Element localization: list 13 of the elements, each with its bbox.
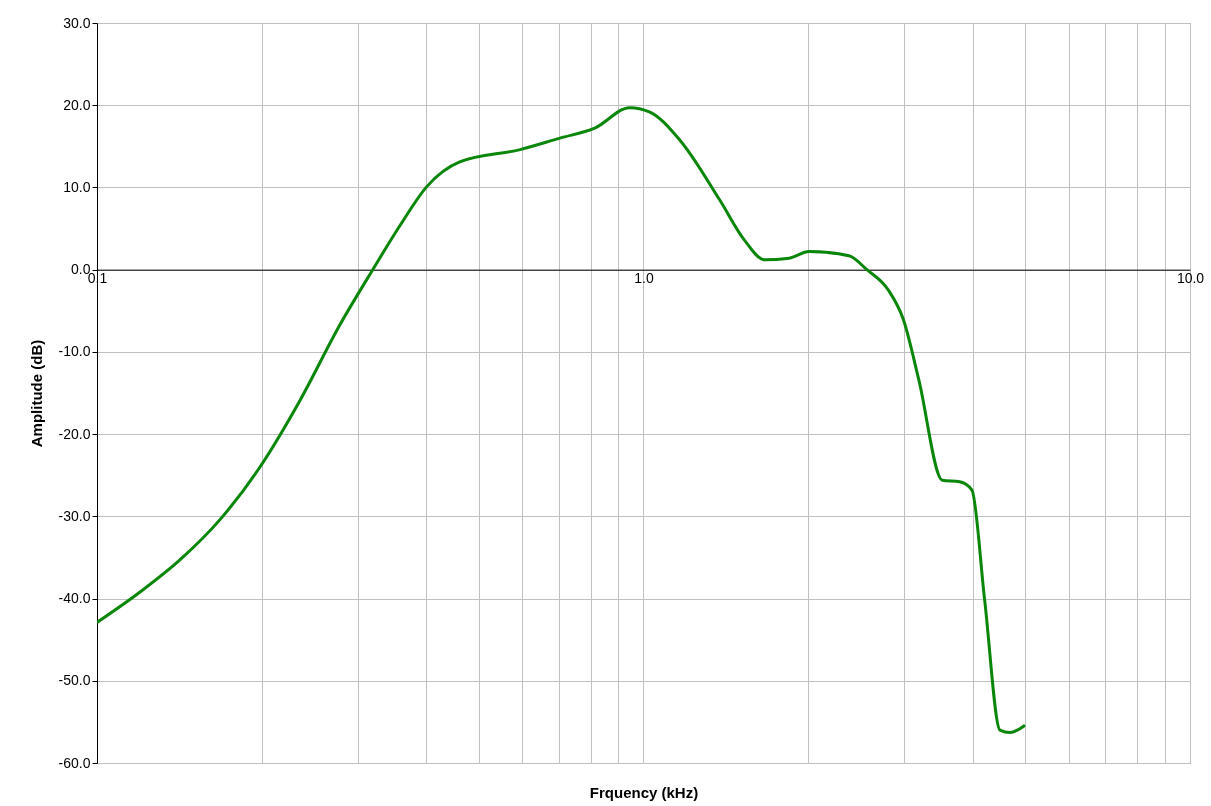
x-tick-label: 1.0	[634, 270, 654, 287]
y-tick-label: -60.0	[58, 754, 91, 771]
y-tick-label: -40.0	[58, 590, 91, 607]
y-tick-label: -50.0	[58, 672, 91, 689]
y-axis-title: Amplitude (dB)	[27, 339, 45, 448]
x-axis-title: Frquency (kHz)	[589, 783, 699, 801]
y-tick-label: 10.0	[63, 178, 91, 195]
y-tick-label: -10.0	[58, 343, 91, 360]
y-tick-label: -20.0	[58, 425, 91, 442]
y-tick-label: 20.0	[63, 96, 91, 113]
y-tick-label: -30.0	[58, 507, 91, 524]
y-tick-label: 30.0	[63, 14, 91, 31]
x-tick-label: 10.0	[1176, 270, 1205, 287]
